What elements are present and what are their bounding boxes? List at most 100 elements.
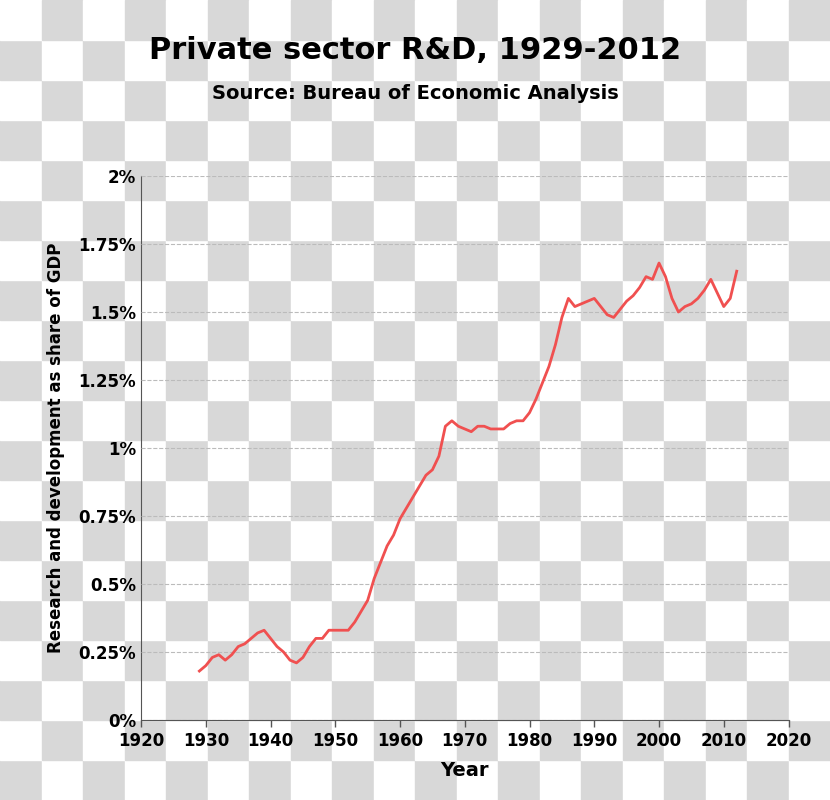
Bar [788,160,830,200]
Bar [664,200,706,240]
Bar [788,760,830,800]
Bar [788,40,830,80]
Bar [664,360,706,400]
Bar [747,160,788,200]
Bar [457,520,498,560]
Bar [581,520,622,560]
Bar [290,760,332,800]
Bar [540,120,581,160]
Bar [249,160,290,200]
Bar [124,40,166,80]
Bar [42,120,83,160]
Bar [374,360,415,400]
Bar [581,280,622,320]
Bar [706,680,747,720]
Bar [208,400,249,440]
Bar [166,600,208,640]
Bar [498,160,540,200]
Bar [581,200,622,240]
Bar [332,360,374,400]
Bar [374,480,415,520]
Bar [290,240,332,280]
Bar [498,680,540,720]
Bar [290,0,332,40]
Bar [747,80,788,120]
Bar [747,160,788,200]
Bar [622,680,664,720]
Bar [332,160,374,200]
Bar [249,200,290,240]
Bar [332,0,374,40]
Bar [581,440,622,480]
Bar [415,760,457,800]
Bar [540,640,581,680]
Bar [747,360,788,400]
Bar [374,280,415,320]
Bar [788,520,830,560]
Bar [747,320,788,360]
Bar [332,200,374,240]
Bar [457,240,498,280]
Bar [706,760,747,800]
Bar [208,80,249,120]
Bar [124,200,166,240]
Bar [540,560,581,600]
Bar [664,400,706,440]
Bar [747,400,788,440]
Bar [0,760,42,800]
Bar [457,600,498,640]
Bar [290,400,332,440]
Bar [498,360,540,400]
Bar [83,400,124,440]
Bar [83,360,124,400]
Bar [664,240,706,280]
Bar [249,680,290,720]
Bar [208,320,249,360]
Bar [581,320,622,360]
Bar [747,720,788,760]
Bar [332,600,374,640]
Bar [124,160,166,200]
Bar [290,560,332,600]
Bar [83,160,124,200]
Bar [540,560,581,600]
Bar [415,200,457,240]
Bar [457,440,498,480]
Bar [581,560,622,600]
Bar [415,0,457,40]
Bar [747,40,788,80]
Bar [208,280,249,320]
Bar [581,520,622,560]
Bar [706,120,747,160]
Bar [166,680,208,720]
Bar [208,120,249,160]
Bar [42,160,83,200]
Bar [332,560,374,600]
Bar [581,360,622,400]
Bar [0,200,42,240]
Bar [706,0,747,40]
Bar [540,280,581,320]
Bar [622,720,664,760]
Bar [249,40,290,80]
Bar [166,440,208,480]
Bar [124,200,166,240]
Bar [374,360,415,400]
Bar [124,640,166,680]
Bar [332,480,374,520]
Bar [290,480,332,520]
Bar [581,680,622,720]
Bar [42,640,83,680]
Bar [622,360,664,400]
Bar [249,680,290,720]
Bar [706,360,747,400]
Bar [498,240,540,280]
Bar [498,200,540,240]
Bar [415,360,457,400]
Bar [374,40,415,80]
Bar [747,560,788,600]
Bar [249,400,290,440]
Bar [166,40,208,80]
Bar [83,40,124,80]
Bar [788,640,830,680]
